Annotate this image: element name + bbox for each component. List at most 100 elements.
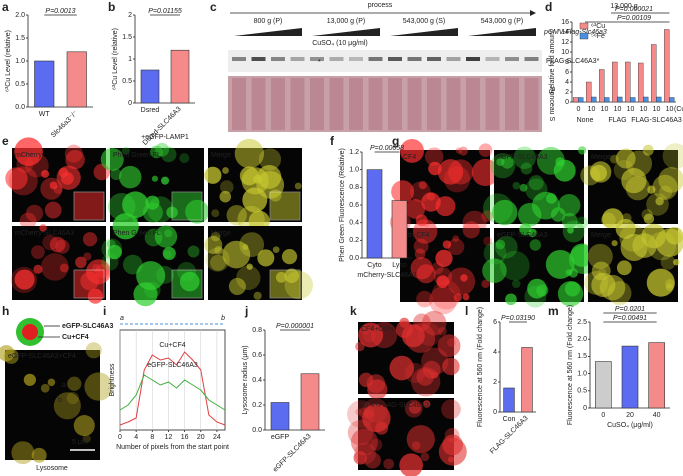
signal — [557, 281, 584, 307]
signal — [561, 212, 578, 229]
signal — [520, 162, 533, 175]
signal — [597, 268, 607, 277]
y-tick-label: 4 — [565, 79, 569, 86]
signal — [210, 254, 227, 271]
signal — [5, 167, 28, 190]
signal — [442, 357, 460, 376]
signal — [234, 138, 265, 169]
signal — [452, 235, 460, 242]
x-tick-label: 10 — [653, 106, 661, 113]
signal — [75, 256, 87, 269]
signal — [496, 157, 505, 167]
blot-band — [368, 57, 383, 61]
arrow-head — [530, 10, 536, 16]
signal — [210, 231, 221, 242]
x-axis-label: CuSO₄ (μg/ml) — [607, 422, 653, 429]
y-tick-label: 12 — [561, 39, 569, 46]
chart-title: 13,000 g — [610, 3, 637, 10]
signal — [429, 286, 457, 315]
signal — [11, 441, 35, 465]
signal — [42, 234, 58, 251]
signal — [236, 265, 261, 291]
signal — [577, 146, 587, 155]
y-tick-label: 0 — [583, 405, 587, 412]
signal — [101, 253, 119, 271]
series-label: Cu+CF4 — [159, 342, 185, 349]
y-tick-label: 2 — [565, 89, 569, 96]
signal — [23, 373, 36, 386]
signal — [136, 261, 166, 291]
bar — [625, 61, 631, 103]
inset — [269, 269, 301, 299]
signal — [367, 379, 388, 400]
signal — [492, 199, 518, 226]
signal — [83, 252, 92, 261]
signal — [643, 213, 655, 224]
ponceau-lane — [524, 78, 539, 130]
signal — [281, 249, 298, 265]
y-tick-label: 2 — [493, 379, 497, 386]
signal — [517, 202, 542, 227]
signal — [599, 274, 626, 301]
image-label: CF4+FLAG-SLC46A3 — [361, 402, 429, 409]
signal — [665, 279, 675, 289]
signal — [421, 310, 447, 336]
signal — [151, 175, 159, 182]
blot-plasmid: pCMV-Flag-Slc46a3 — [543, 29, 607, 36]
signal — [415, 214, 428, 227]
signal — [567, 226, 574, 234]
signal — [659, 185, 673, 199]
p-value: P=0.03190 — [501, 315, 535, 322]
signal — [442, 240, 452, 249]
x-tick-label: 20 — [197, 434, 205, 441]
h-b: b — [58, 397, 62, 404]
signal — [418, 180, 427, 190]
signal — [421, 347, 449, 375]
signal — [655, 197, 664, 206]
bar — [638, 62, 644, 103]
blot-band — [251, 57, 266, 61]
signal — [100, 147, 124, 171]
signal — [652, 174, 678, 200]
y-tick-label: 6 — [565, 69, 569, 76]
signal — [519, 223, 532, 236]
panel-label: l — [465, 304, 468, 318]
signal — [616, 260, 632, 276]
inset — [73, 269, 105, 299]
signal — [118, 165, 142, 189]
signal — [14, 269, 35, 290]
signal — [241, 167, 269, 195]
signal — [414, 248, 426, 260]
x-tick-label: 0 — [601, 412, 605, 419]
signal — [421, 192, 441, 212]
y-tick-label: 0.0 — [349, 255, 359, 262]
legend-swatch — [579, 32, 589, 40]
signal — [226, 204, 247, 226]
y-tick-label: 0.4 — [252, 377, 262, 384]
signal — [406, 425, 435, 454]
ponceau-lane — [368, 78, 383, 130]
panel-label: a — [2, 0, 9, 14]
signal — [65, 149, 85, 170]
y-tick-label: 0.6 — [349, 202, 359, 209]
x-tick-label: 10 — [601, 106, 609, 113]
signal — [420, 452, 430, 462]
signal — [431, 262, 444, 275]
signal — [211, 209, 220, 218]
signal — [110, 168, 122, 181]
panel-label: c — [210, 0, 217, 14]
signal — [529, 239, 542, 251]
signal — [150, 145, 163, 159]
bar — [591, 96, 597, 103]
y-tick-label: 0.0 — [252, 427, 262, 434]
signal — [660, 255, 676, 270]
signal — [353, 451, 367, 465]
y-tick-label: 1.5 — [15, 35, 25, 42]
x-tick-label: 20 — [626, 412, 634, 419]
signal — [101, 238, 123, 260]
fraction-label: 800 g (P) — [254, 18, 283, 25]
end-label: b — [221, 315, 225, 322]
signal — [511, 279, 521, 289]
h-image-label: eGFP-SLC46A3+CF4 — [8, 353, 76, 360]
